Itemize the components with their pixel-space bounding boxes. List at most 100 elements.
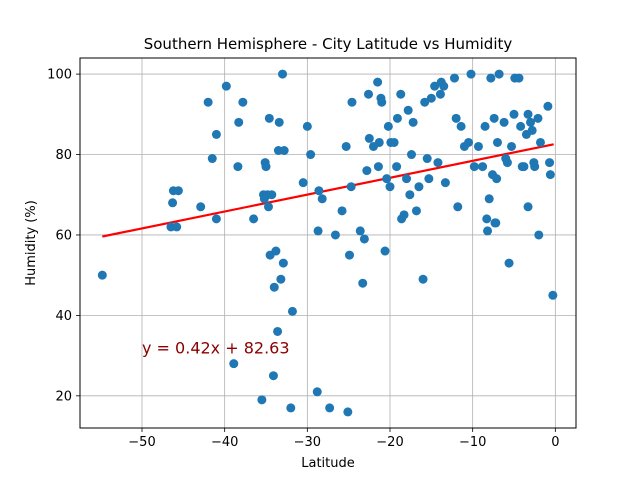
- data-point: [287, 306, 297, 316]
- data-point: [426, 93, 436, 103]
- data-point: [211, 129, 221, 139]
- x-tick-label: −50: [128, 435, 155, 450]
- x-tick-label: −10: [459, 435, 486, 450]
- data-point: [362, 166, 372, 176]
- data-point: [440, 178, 450, 188]
- x-tick-label: −20: [376, 435, 403, 450]
- data-point: [278, 69, 288, 79]
- data-point: [523, 109, 533, 119]
- data-point: [337, 206, 347, 216]
- plot-frame: [79, 57, 577, 429]
- y-tick-label: 40: [55, 309, 72, 324]
- regression-equation-label: y = 0.42x + 82.63: [142, 339, 290, 358]
- data-point: [364, 89, 374, 99]
- data-point: [276, 274, 286, 284]
- data-point: [533, 113, 543, 123]
- x-tick-label: −30: [294, 435, 321, 450]
- data-point: [263, 202, 273, 212]
- data-points: [97, 69, 558, 417]
- data-point: [523, 202, 533, 212]
- data-point: [389, 137, 399, 147]
- data-point: [464, 137, 474, 147]
- data-point: [483, 226, 493, 236]
- data-point: [486, 73, 496, 83]
- data-point: [234, 117, 244, 127]
- data-point: [341, 141, 351, 151]
- data-point: [273, 326, 283, 336]
- data-point: [484, 194, 494, 204]
- data-point: [279, 146, 289, 155]
- data-point: [480, 121, 490, 131]
- data-point: [435, 89, 445, 99]
- data-point: [548, 290, 558, 300]
- data-point: [382, 174, 392, 184]
- data-point: [278, 258, 288, 268]
- data-point: [396, 89, 406, 99]
- data-point: [535, 137, 545, 147]
- data-point: [380, 246, 390, 256]
- data-point: [418, 274, 428, 284]
- data-point: [392, 162, 402, 172]
- data-point: [399, 210, 409, 220]
- data-point: [491, 218, 501, 228]
- data-point: [420, 97, 430, 107]
- data-point: [373, 77, 383, 87]
- data-point: [312, 387, 322, 397]
- data-point: [302, 121, 312, 131]
- data-point: [473, 141, 483, 151]
- data-point: [233, 162, 243, 172]
- data-point: [543, 101, 553, 111]
- regression-layer: [102, 143, 554, 238]
- y-tick-label: 20: [55, 389, 72, 404]
- x-tick-label: 0: [551, 435, 559, 450]
- data-point: [466, 69, 476, 79]
- data-point: [271, 246, 281, 256]
- data-point: [527, 125, 537, 135]
- data-point: [507, 141, 517, 151]
- data-point: [530, 162, 540, 172]
- data-point: [267, 190, 277, 200]
- data-point: [173, 186, 183, 196]
- x-tick-label: −40: [211, 435, 238, 450]
- data-point: [405, 190, 415, 200]
- data-point: [519, 162, 529, 172]
- data-point: [257, 395, 267, 405]
- data-point: [406, 150, 416, 160]
- data-point: [424, 174, 434, 184]
- data-point: [207, 154, 217, 164]
- data-point: [286, 403, 296, 413]
- data-point: [453, 202, 463, 212]
- data-point: [514, 73, 524, 83]
- x-axis-label: Latitude: [301, 456, 355, 471]
- data-point: [499, 117, 509, 127]
- y-tick-label: 100: [47, 68, 72, 83]
- data-point: [172, 222, 182, 232]
- data-point: [330, 230, 340, 240]
- data-point: [344, 250, 354, 260]
- data-point: [469, 162, 479, 172]
- data-point: [439, 81, 449, 91]
- y-tick-label: 60: [55, 228, 72, 243]
- regression-line: [102, 143, 554, 238]
- data-point: [249, 214, 259, 224]
- data-point: [385, 182, 395, 192]
- data-point: [534, 230, 544, 240]
- data-point: [306, 150, 316, 160]
- data-point: [509, 109, 519, 119]
- data-point: [545, 170, 555, 180]
- data-point: [402, 174, 412, 184]
- data-point: [168, 198, 178, 208]
- data-point: [492, 137, 502, 147]
- data-point: [264, 113, 274, 123]
- data-point: [502, 158, 512, 168]
- data-point: [430, 81, 440, 91]
- y-axis-label: Humidity (%): [24, 200, 39, 286]
- data-point: [408, 117, 418, 127]
- y-tick-label: 80: [55, 148, 72, 163]
- data-point: [383, 121, 393, 131]
- data-point: [298, 178, 308, 188]
- data-point: [364, 133, 374, 143]
- data-point: [482, 214, 492, 224]
